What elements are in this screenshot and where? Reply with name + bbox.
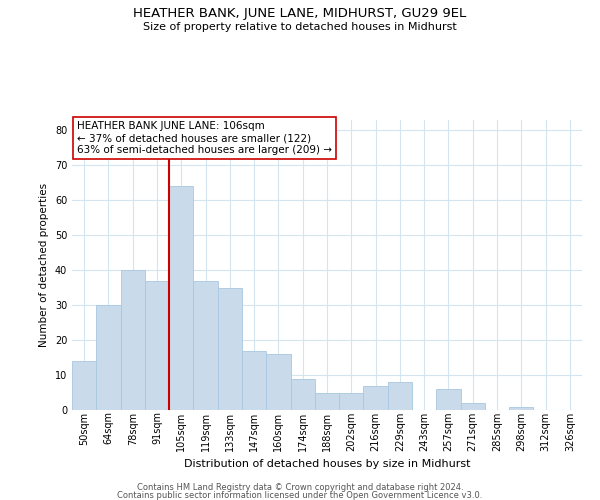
Bar [72, 361, 96, 410]
Bar [436, 389, 461, 410]
Bar [339, 392, 364, 410]
Bar [266, 354, 290, 410]
Text: Contains HM Land Registry data © Crown copyright and database right 2024.: Contains HM Land Registry data © Crown c… [137, 484, 463, 492]
Text: HEATHER BANK JUNE LANE: 106sqm
← 37% of detached houses are smaller (122)
63% of: HEATHER BANK JUNE LANE: 106sqm ← 37% of … [77, 122, 332, 154]
Bar [509, 406, 533, 410]
Text: Contains public sector information licensed under the Open Government Licence v3: Contains public sector information licen… [118, 490, 482, 500]
Bar [290, 378, 315, 410]
Text: Size of property relative to detached houses in Midhurst: Size of property relative to detached ho… [143, 22, 457, 32]
Text: HEATHER BANK, JUNE LANE, MIDHURST, GU29 9EL: HEATHER BANK, JUNE LANE, MIDHURST, GU29 … [133, 8, 467, 20]
Bar [364, 386, 388, 410]
Bar [461, 403, 485, 410]
X-axis label: Distribution of detached houses by size in Midhurst: Distribution of detached houses by size … [184, 459, 470, 469]
Bar [193, 280, 218, 410]
Bar [218, 288, 242, 410]
Bar [315, 392, 339, 410]
Bar [169, 186, 193, 410]
Bar [388, 382, 412, 410]
Y-axis label: Number of detached properties: Number of detached properties [39, 183, 49, 347]
Bar [145, 280, 169, 410]
Bar [96, 305, 121, 410]
Bar [242, 350, 266, 410]
Bar [121, 270, 145, 410]
